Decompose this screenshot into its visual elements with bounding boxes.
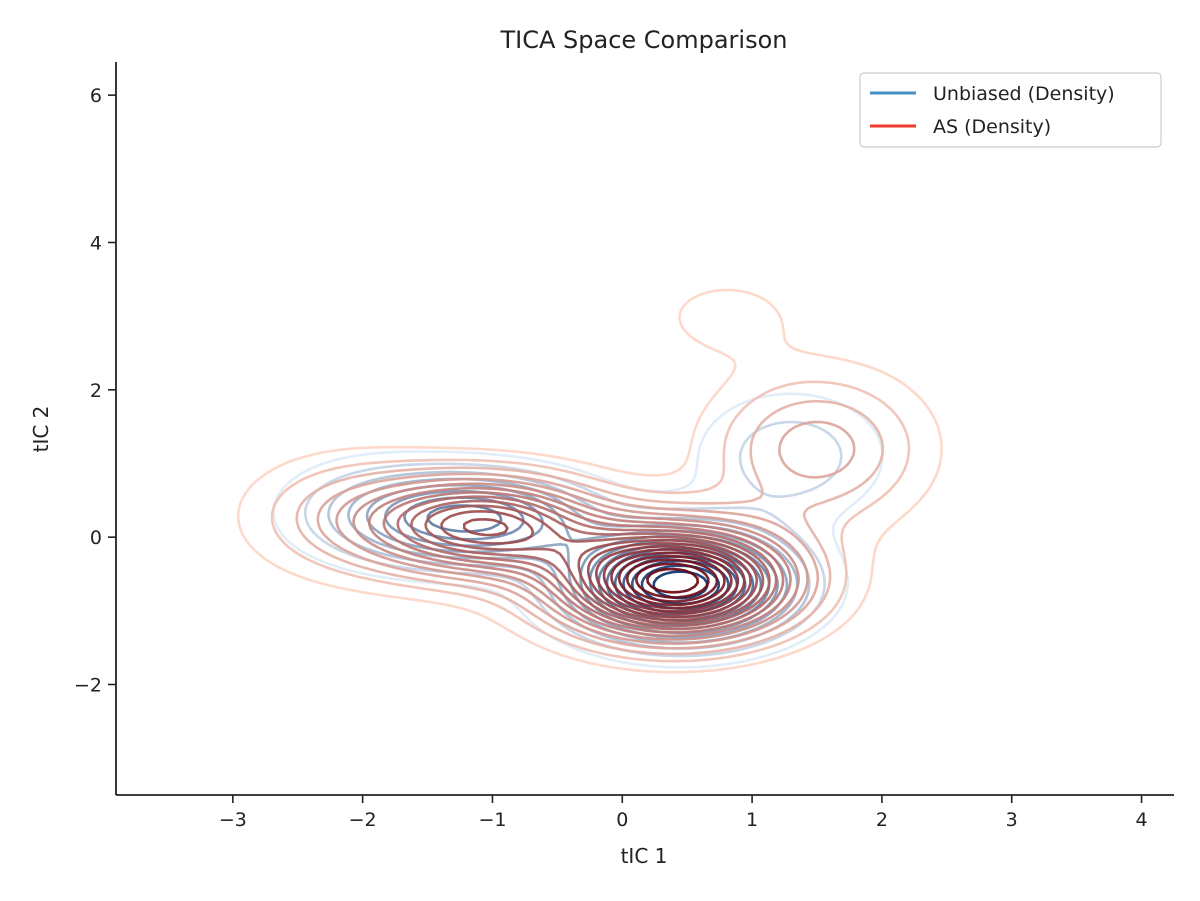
y-tick-label: 0: [90, 527, 102, 549]
as-contour-level: [295, 399, 884, 656]
legend-item-as: AS (Density): [870, 116, 1051, 138]
x-tick-label: 1: [746, 809, 758, 831]
chart-title: TICA Space Comparison: [499, 26, 787, 54]
x-tick-label: −3: [219, 809, 247, 831]
y-tick-label: 2: [90, 380, 102, 402]
y-tick-label: −2: [74, 674, 102, 696]
legend-label-as: AS (Density): [933, 116, 1051, 138]
legend-label-unbiased: Unbiased (Density): [933, 83, 1115, 105]
as-contour-level: [316, 420, 856, 650]
as-contour-level: [617, 554, 726, 607]
as-contour-level: [396, 495, 778, 631]
x-tick-label: −2: [349, 809, 377, 831]
as-contour-level: [610, 551, 733, 610]
as-contour-level: [382, 491, 785, 634]
x-tick-label: 0: [616, 809, 628, 831]
as-contour-level: [595, 545, 746, 616]
unbiased-contour-level: [272, 392, 884, 669]
as-contour-level: [602, 548, 740, 613]
y-tick-label: 4: [90, 232, 102, 254]
as-contour-level: [625, 558, 719, 603]
plot-area: [236, 288, 943, 674]
as-contour-level: [236, 288, 943, 674]
as-contour-level: [424, 504, 765, 625]
x-tick-label: 4: [1135, 809, 1147, 831]
as-density-contours: [236, 288, 943, 674]
y-tick-label: 6: [90, 85, 102, 107]
as-contour-level: [440, 510, 758, 622]
x-tick-label: 2: [876, 809, 888, 831]
x-ticks: −3 −2 −1 0 1 2 3 4: [219, 795, 1148, 831]
as-contour-level: [270, 380, 911, 663]
x-tick-label: −1: [478, 809, 506, 831]
as-contour-level: [335, 477, 809, 645]
legend: Unbiased (Density) AS (Density): [859, 72, 1162, 148]
as-contour-level: [462, 518, 752, 619]
as-contour-level: [410, 499, 771, 628]
as-contour-level: [635, 562, 710, 599]
axes: −3 −2 −1 0 1 2 3 4 −2 0 2 4 6: [74, 62, 1174, 831]
legend-item-unbiased: Unbiased (Density): [870, 83, 1115, 105]
legend-frame: [859, 72, 1162, 148]
y-ticks: −2 0 2 4 6: [74, 85, 116, 696]
x-tick-label: 3: [1006, 809, 1018, 831]
as-contour-level: [646, 567, 699, 594]
as-contour-level: [352, 482, 800, 641]
as-contour-level: [368, 486, 792, 638]
y-axis-title: tIC 2: [29, 406, 53, 453]
x-axis-title: tIC 1: [621, 844, 668, 868]
